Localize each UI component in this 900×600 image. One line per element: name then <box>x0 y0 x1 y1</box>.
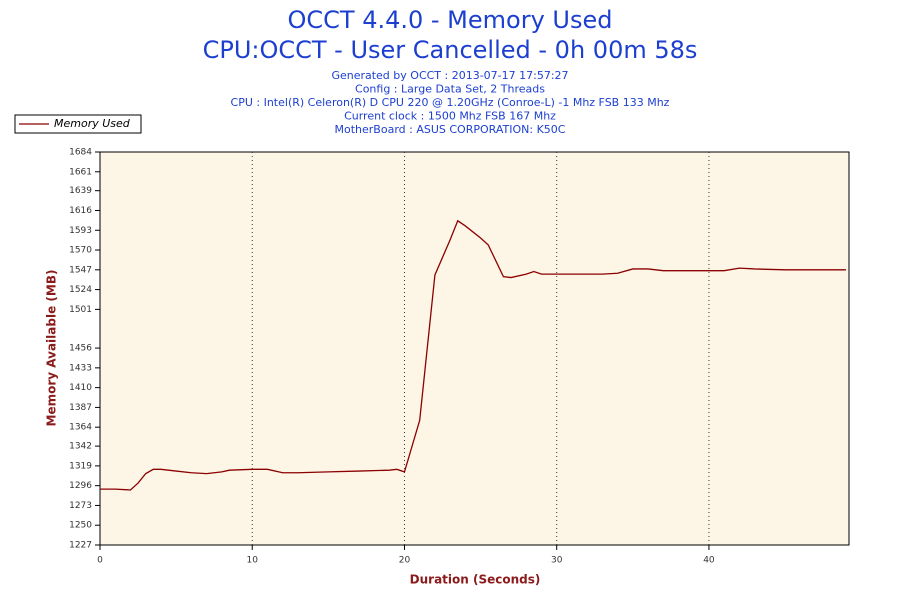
y-tick-label: 1250 <box>69 521 92 531</box>
x-tick-label: 10 <box>247 556 259 566</box>
header-info: Config : Large Data Set, 2 Threads <box>355 83 545 96</box>
y-tick-label: 1319 <box>69 461 92 471</box>
y-tick-label: 1547 <box>69 265 92 275</box>
y-axis-label: Memory Available (MB) <box>45 270 59 427</box>
y-tick-label: 1227 <box>69 541 92 551</box>
x-axis-label: Duration (Seconds) <box>410 573 541 587</box>
data-line <box>100 219 846 491</box>
y-tick-label: 1639 <box>69 186 92 196</box>
legend-label: Memory Used <box>54 117 131 130</box>
chart-title: OCCT 4.4.0 - Memory Used <box>288 6 613 34</box>
x-tick-label: 30 <box>551 556 563 566</box>
y-tick-label: 1364 <box>69 423 92 433</box>
y-tick-label: 1616 <box>69 206 92 216</box>
y-tick-label: 1524 <box>69 285 92 295</box>
y-tick-label: 1593 <box>69 226 92 236</box>
header-info: Generated by OCCT : 2013-07-17 17:57:27 <box>331 69 568 82</box>
y-tick-label: 1501 <box>69 305 92 315</box>
header-info: Current clock : 1500 Mhz FSB 167 Mhz <box>344 110 556 123</box>
y-tick-label: 1433 <box>69 363 92 373</box>
plot-area <box>99 151 850 546</box>
header-info: CPU : Intel(R) Celeron(R) D CPU 220 @ 1.… <box>231 96 670 109</box>
y-tick-label: 1387 <box>69 403 92 413</box>
y-tick-label: 1661 <box>69 167 92 177</box>
chart-subtitle: CPU:OCCT - User Cancelled - 0h 00m 58s <box>203 36 698 64</box>
x-tick-label: 40 <box>703 556 715 566</box>
y-tick-label: 1342 <box>69 442 92 452</box>
y-tick-label: 1296 <box>69 481 92 491</box>
x-tick-label: 0 <box>97 556 103 566</box>
y-tick-label: 1684 <box>69 148 92 158</box>
legend-box <box>14 114 142 134</box>
x-tick-label: 20 <box>399 556 411 566</box>
y-tick-label: 1410 <box>69 383 92 393</box>
header-info: MotherBoard : ASUS CORPORATION: K50C <box>335 123 566 136</box>
y-tick-label: 1570 <box>69 246 92 256</box>
y-tick-label: 1456 <box>69 344 92 354</box>
y-tick-label: 1273 <box>69 501 92 511</box>
